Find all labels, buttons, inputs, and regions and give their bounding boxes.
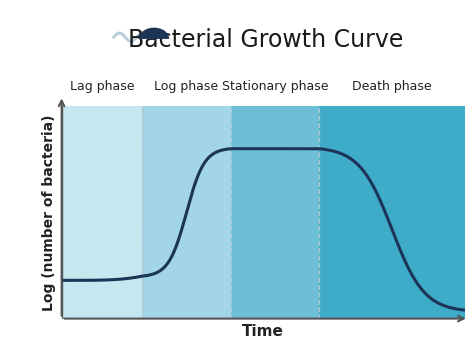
Bar <box>231 106 319 319</box>
Bar <box>62 106 142 319</box>
Text: Bacterial Growth Curve: Bacterial Growth Curve <box>128 28 403 52</box>
Y-axis label: Log (number of bacteria): Log (number of bacteria) <box>42 114 56 311</box>
Bar <box>142 106 231 319</box>
Text: Stationary phase: Stationary phase <box>222 80 328 93</box>
X-axis label: Time: Time <box>242 324 284 339</box>
Text: Log phase: Log phase <box>155 80 219 93</box>
Text: Death phase: Death phase <box>352 80 432 93</box>
Bar <box>319 106 465 319</box>
Text: Lag phase: Lag phase <box>70 80 134 93</box>
